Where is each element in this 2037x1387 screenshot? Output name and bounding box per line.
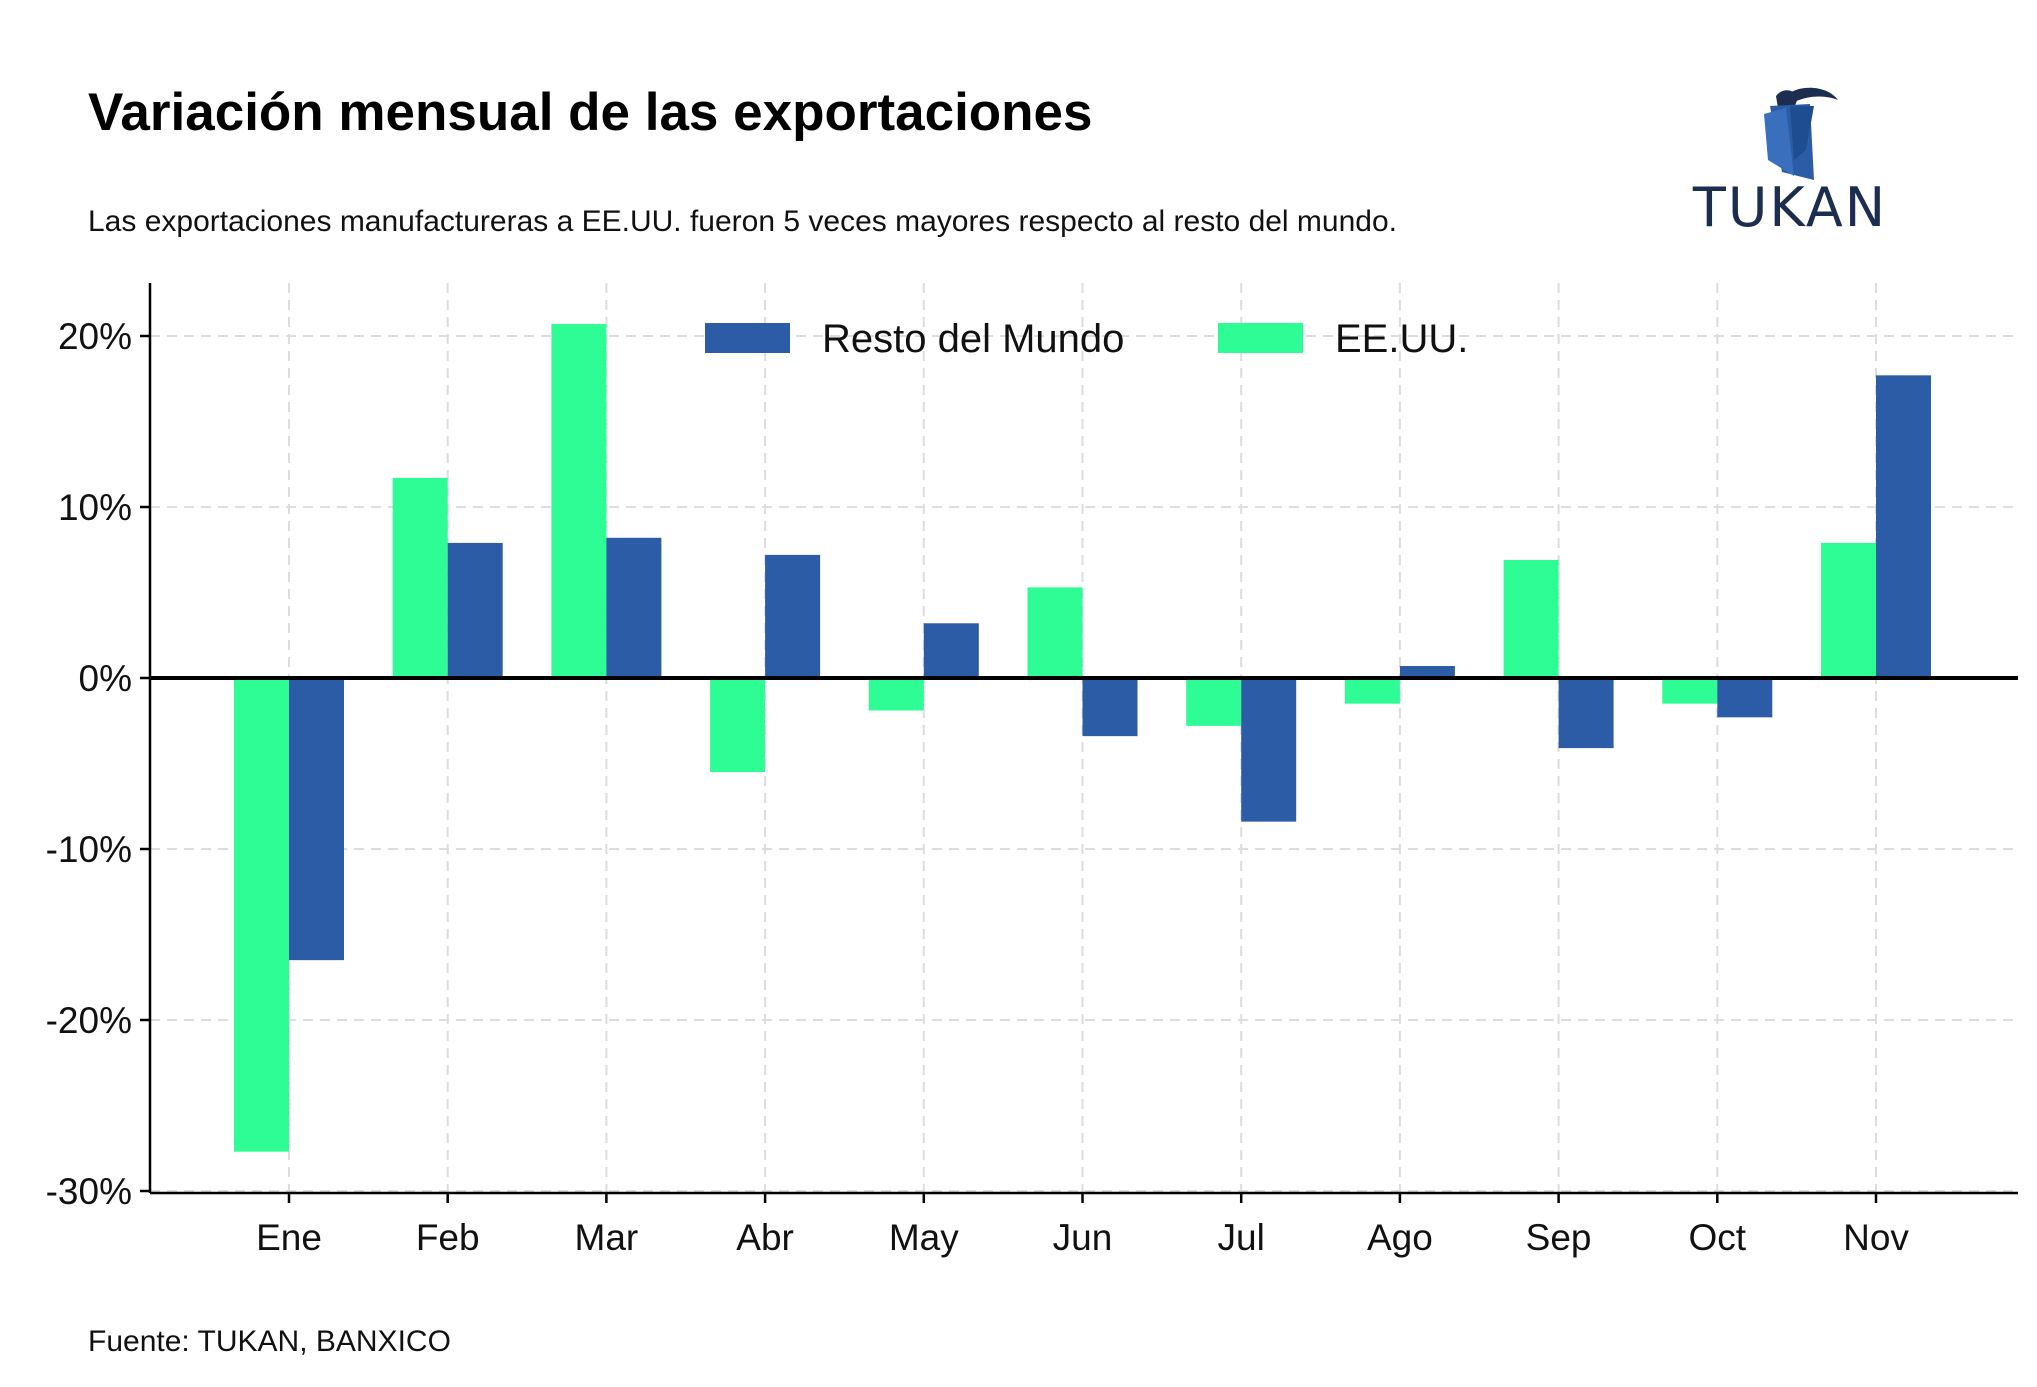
legend-swatch [705, 323, 790, 353]
bar-ee-uu-ago [1344, 678, 1400, 704]
bar-layer [234, 324, 1931, 1152]
y-tick-label: 0% [79, 658, 132, 699]
bar-ee-uu-may [868, 678, 924, 711]
bar-resto-del-mundo-oct [1717, 678, 1773, 718]
y-tick-label: 10% [58, 487, 132, 528]
bar-ee-uu-mar [551, 324, 607, 678]
x-tick-label: Mar [575, 1217, 639, 1258]
axis-layer: 20% 10% 0% -10% -20% -30% Ene Feb Mar Abr May Jun Ju… [46, 283, 2018, 1258]
source-note: Fuente: TUKAN, BANXICO [88, 1325, 451, 1358]
x-tick-label: Feb [416, 1217, 480, 1258]
grid-layer [150, 283, 2018, 1193]
bar-resto-del-mundo-feb [447, 542, 503, 678]
toucan-logo-icon [1764, 87, 1838, 180]
legend-swatch [1218, 323, 1303, 353]
chart-title: Variación mensual de las exportaciones [88, 83, 1093, 142]
x-tick-label: Jun [1053, 1217, 1113, 1258]
bar-resto-del-mundo-sep [1558, 678, 1614, 749]
bar-resto-del-mundo-abr [765, 554, 821, 678]
y-tick-label: -20% [46, 1000, 132, 1041]
x-tick-label: Ago [1367, 1217, 1433, 1258]
bar-ee-uu-sep [1503, 560, 1559, 678]
bar-resto-del-mundo-ago [1399, 666, 1455, 678]
bar-ee-uu-ene [234, 678, 289, 1152]
x-tick-label: Nov [1843, 1217, 1909, 1258]
bar-ee-uu-nov [1821, 542, 1876, 678]
bar-resto-del-mundo-mar [606, 537, 662, 678]
x-tick-label: Ene [256, 1217, 322, 1258]
legend-layer: Resto del Mundo EE.UU. [705, 317, 1468, 361]
bar-resto-del-mundo-jun [1082, 678, 1138, 737]
y-tick-label: -10% [46, 829, 132, 870]
x-tick-label: Abr [736, 1217, 794, 1258]
bar-ee-uu-feb [392, 477, 448, 678]
y-tick-label: -30% [46, 1171, 132, 1212]
bar-ee-uu-abr [710, 678, 766, 773]
legend-label: Resto del Mundo [822, 317, 1124, 361]
x-tick-label: May [889, 1217, 959, 1258]
bar-ee-uu-oct [1662, 678, 1718, 704]
logo-text: TUKAN [1692, 176, 1888, 239]
tukan-logo: TUKAN [1690, 80, 1890, 240]
legend-label: EE.UU. [1335, 317, 1468, 361]
bar-resto-del-mundo-jul [1241, 678, 1297, 822]
bar-resto-del-mundo-ene [289, 678, 344, 961]
x-tick-label: Oct [1689, 1217, 1747, 1258]
x-tick-label: Sep [1526, 1217, 1592, 1258]
y-tick-label: 20% [58, 316, 132, 357]
bar-resto-del-mundo-nov [1876, 375, 1931, 678]
bar-resto-del-mundo-may [923, 623, 979, 678]
bar-ee-uu-jun [1027, 587, 1083, 678]
chart-subtitle: Las exportaciones manufactureras a EE.UU… [88, 205, 1397, 238]
bar-ee-uu-jul [1186, 678, 1242, 726]
x-tick-label: Jul [1218, 1217, 1265, 1258]
